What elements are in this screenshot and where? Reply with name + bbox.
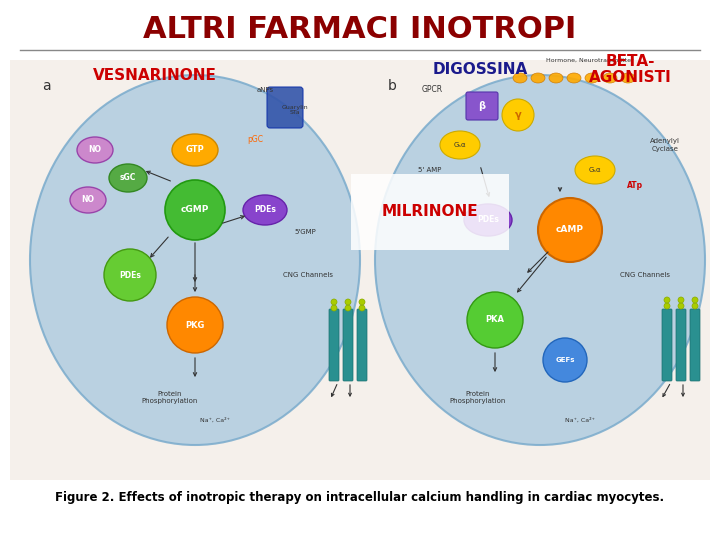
FancyBboxPatch shape: [343, 309, 353, 381]
Ellipse shape: [513, 73, 527, 83]
Ellipse shape: [70, 187, 106, 213]
FancyBboxPatch shape: [466, 92, 498, 120]
Ellipse shape: [575, 156, 615, 184]
Text: γ: γ: [515, 110, 521, 120]
Text: ALTRI FARMACI INOTROPI: ALTRI FARMACI INOTROPI: [143, 16, 577, 44]
Ellipse shape: [567, 73, 581, 83]
FancyBboxPatch shape: [10, 60, 710, 480]
Text: GEFs: GEFs: [555, 357, 575, 363]
Ellipse shape: [531, 73, 545, 83]
FancyBboxPatch shape: [329, 309, 339, 381]
Circle shape: [502, 99, 534, 131]
Text: PKG: PKG: [185, 321, 204, 329]
Ellipse shape: [440, 131, 480, 159]
Text: Guarylin
STa: Guarylin STa: [282, 105, 308, 116]
FancyBboxPatch shape: [690, 309, 700, 381]
FancyBboxPatch shape: [676, 309, 686, 381]
Text: 5' AMP: 5' AMP: [418, 167, 441, 173]
Circle shape: [331, 305, 337, 311]
Text: NO: NO: [81, 195, 94, 205]
Circle shape: [345, 305, 351, 311]
Text: DIGOSSINA: DIGOSSINA: [433, 63, 528, 78]
Ellipse shape: [375, 75, 705, 445]
Text: Protein
Phosphorylation: Protein Phosphorylation: [142, 390, 198, 403]
Text: PDEs: PDEs: [254, 206, 276, 214]
Circle shape: [467, 292, 523, 348]
Text: cAMP: cAMP: [556, 226, 584, 234]
Text: NO: NO: [89, 145, 102, 154]
Text: BETA-: BETA-: [606, 55, 654, 70]
Circle shape: [331, 299, 337, 305]
Circle shape: [165, 180, 225, 240]
Circle shape: [678, 297, 684, 303]
Circle shape: [359, 299, 365, 305]
Text: Adenylyl
Cyclase: Adenylyl Cyclase: [650, 138, 680, 152]
Text: GPCR: GPCR: [421, 85, 443, 94]
Text: Figure 2. Effects of inotropic therapy on intracellular calcium handling in card: Figure 2. Effects of inotropic therapy o…: [55, 491, 665, 504]
Text: Protein
Phosphorylation: Protein Phosphorylation: [450, 390, 506, 403]
Ellipse shape: [464, 204, 512, 236]
Text: MILRINONE: MILRINONE: [382, 205, 478, 219]
Text: Na⁺, Ca²⁺: Na⁺, Ca²⁺: [200, 417, 230, 423]
Text: b: b: [388, 79, 397, 93]
Ellipse shape: [549, 73, 563, 83]
Text: Gₛα: Gₛα: [454, 142, 467, 148]
Text: sGC: sGC: [120, 173, 136, 183]
Text: AGONISTI: AGONISTI: [589, 71, 671, 85]
Circle shape: [664, 297, 670, 303]
Circle shape: [692, 303, 698, 309]
Circle shape: [345, 299, 351, 305]
Text: cGMP: cGMP: [181, 206, 210, 214]
Ellipse shape: [109, 164, 147, 192]
Text: PDEs: PDEs: [119, 271, 141, 280]
Text: PDEs: PDEs: [477, 215, 499, 225]
Text: pGC: pGC: [247, 136, 263, 145]
FancyBboxPatch shape: [662, 309, 672, 381]
Text: GTP: GTP: [186, 145, 204, 154]
Circle shape: [167, 297, 223, 353]
Ellipse shape: [172, 134, 218, 166]
Text: VESNARINONE: VESNARINONE: [93, 68, 217, 83]
Text: ATp: ATp: [627, 180, 643, 190]
Text: Gₛα: Gₛα: [589, 167, 601, 173]
Circle shape: [664, 303, 670, 309]
Circle shape: [543, 338, 587, 382]
Text: 5'GMP: 5'GMP: [294, 229, 316, 235]
Circle shape: [538, 198, 602, 262]
Circle shape: [104, 249, 156, 301]
Text: CNG Channels: CNG Channels: [620, 272, 670, 278]
FancyBboxPatch shape: [357, 309, 367, 381]
Text: β: β: [478, 101, 485, 111]
Ellipse shape: [30, 75, 360, 445]
Circle shape: [359, 305, 365, 311]
Text: Na⁺, Ca²⁺: Na⁺, Ca²⁺: [565, 417, 595, 423]
Text: Hormone, Neurotransmitter: Hormone, Neurotransmitter: [546, 57, 634, 63]
Text: PKA: PKA: [485, 315, 505, 325]
Ellipse shape: [621, 73, 635, 83]
FancyBboxPatch shape: [267, 87, 303, 128]
Circle shape: [692, 297, 698, 303]
Circle shape: [678, 303, 684, 309]
Text: a: a: [42, 79, 50, 93]
Ellipse shape: [77, 137, 113, 163]
Ellipse shape: [603, 73, 617, 83]
Ellipse shape: [585, 73, 599, 83]
Ellipse shape: [243, 195, 287, 225]
Text: aNPs: aNPs: [256, 87, 274, 93]
Text: CNG Channels: CNG Channels: [283, 272, 333, 278]
